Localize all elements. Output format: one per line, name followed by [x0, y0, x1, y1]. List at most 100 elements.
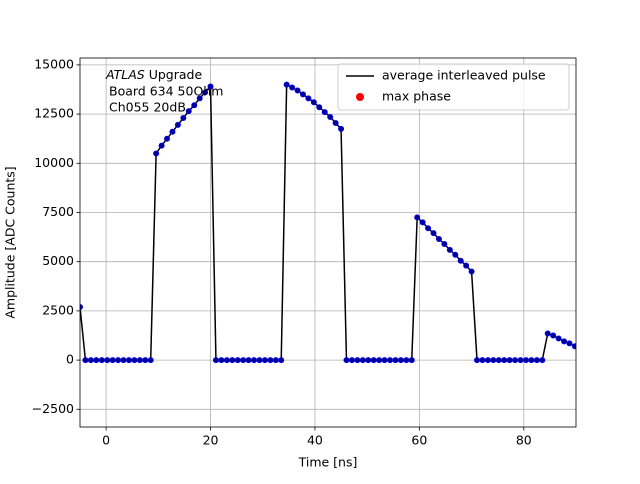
y-tick-label: 7500 — [42, 204, 74, 219]
data-point — [495, 357, 502, 364]
data-point — [93, 357, 100, 364]
data-point — [164, 135, 171, 142]
data-point — [387, 357, 394, 364]
annotation-text: Upgrade — [145, 67, 203, 82]
data-point — [142, 357, 149, 364]
data-point — [354, 357, 361, 364]
data-point — [98, 357, 105, 364]
data-point — [104, 357, 111, 364]
data-point — [463, 262, 470, 269]
data-point — [528, 357, 535, 364]
data-point — [484, 357, 491, 364]
data-point — [441, 240, 448, 247]
data-point — [202, 89, 209, 96]
data-point — [125, 357, 132, 364]
data-point — [278, 357, 285, 364]
data-point — [153, 150, 160, 157]
data-point — [169, 128, 176, 135]
x-tick-label: 20 — [203, 433, 219, 448]
annotation-line: Ch055 20dB — [109, 100, 186, 115]
data-point — [185, 108, 192, 115]
data-point — [501, 357, 508, 364]
data-point — [251, 357, 258, 364]
x-tick-label: 60 — [411, 433, 427, 448]
data-point — [136, 357, 143, 364]
y-tick-label: −2500 — [32, 401, 74, 416]
data-point — [338, 125, 345, 132]
data-point — [359, 357, 366, 364]
data-point — [490, 357, 497, 364]
data-point — [343, 357, 350, 364]
data-point — [408, 357, 415, 364]
legend-label: max phase — [382, 89, 451, 104]
data-point — [522, 357, 529, 364]
plot-frame — [79, 57, 577, 428]
data-point — [115, 357, 122, 364]
data-point — [180, 115, 187, 122]
data-point — [223, 357, 230, 364]
data-point — [299, 91, 306, 98]
annotation-line: Board 634 50Ohm — [109, 84, 223, 99]
data-point — [158, 142, 165, 149]
data-point — [506, 357, 513, 364]
y-tick-label: 12500 — [34, 106, 74, 121]
data-point — [229, 357, 236, 364]
y-tick-label: 2500 — [42, 302, 74, 317]
data-point — [218, 357, 225, 364]
data-point — [561, 338, 568, 345]
data-point — [294, 87, 301, 94]
x-tick-label: 40 — [307, 433, 323, 448]
data-point — [283, 81, 290, 88]
data-point — [566, 340, 573, 347]
data-point — [397, 357, 404, 364]
data-point — [207, 83, 214, 90]
data-point — [174, 121, 181, 128]
data-point — [332, 119, 339, 126]
annotation: ATLAS Upgrade — [105, 67, 202, 82]
data-point — [435, 236, 442, 243]
data-point — [539, 357, 546, 364]
data-point — [550, 332, 557, 339]
data-point — [571, 343, 576, 350]
x-tick-label: 0 — [102, 433, 110, 448]
data-point — [425, 225, 432, 232]
y-axis-label: Amplitude [ADC Counts] — [3, 166, 18, 318]
data-point — [392, 357, 399, 364]
legend-box — [337, 63, 570, 111]
data-point — [403, 357, 410, 364]
data-point — [348, 357, 355, 364]
data-point — [131, 357, 138, 364]
data-point — [234, 357, 241, 364]
data-point — [381, 357, 388, 364]
data-point — [457, 257, 464, 264]
legend-marker — [356, 93, 364, 101]
data-point — [272, 357, 279, 364]
data-point — [267, 357, 274, 364]
data-point — [430, 230, 437, 237]
data-point — [87, 357, 94, 364]
x-axis-label: Time [ns] — [298, 455, 358, 470]
data-point — [533, 357, 540, 364]
y-tick-label: 15000 — [34, 56, 74, 71]
data-point — [196, 95, 203, 102]
data-point — [512, 357, 519, 364]
data-point — [261, 357, 268, 364]
data-point — [414, 214, 421, 221]
plot-area — [80, 81, 576, 364]
data-point — [109, 357, 116, 364]
data-point — [446, 246, 453, 253]
data-point — [82, 357, 89, 364]
annotation-italic: ATLAS — [105, 67, 145, 82]
data-point — [370, 357, 377, 364]
data-point — [240, 357, 247, 364]
data-point — [245, 357, 252, 364]
data-point — [419, 219, 426, 226]
data-point — [474, 357, 481, 364]
y-tick-label: 5000 — [42, 253, 74, 268]
data-point — [365, 357, 372, 364]
data-point — [555, 335, 562, 342]
data-point — [120, 357, 127, 364]
data-point — [289, 84, 296, 91]
data-point — [479, 357, 486, 364]
data-point — [256, 357, 263, 364]
